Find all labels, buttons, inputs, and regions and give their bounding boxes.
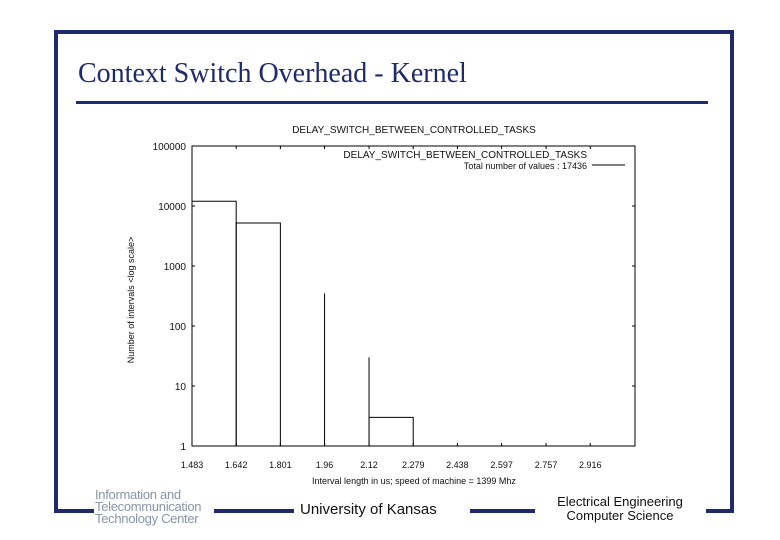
- x-axis: 1.483 1.642 1.801 1.96 2.12 2.279 2.438 2.597 2.…: [181, 146, 602, 470]
- legend-label: DELAY_SWITCH_BETWEEN_CONTROLLED_TASKS: [343, 150, 587, 161]
- frame-top-border: [54, 30, 734, 34]
- bars-group: [191, 200, 414, 446]
- ittc-logo: Information and Telecommunication Techno…: [95, 487, 215, 526]
- y-tick-label: 1: [180, 442, 186, 453]
- x-tick-label: 2.916: [579, 460, 602, 470]
- histogram-bar: [235, 222, 281, 446]
- x-tick-label: 1.96: [316, 460, 334, 470]
- legend-total: Total number of values : 17436: [464, 161, 587, 171]
- logo-line-1: Information and: [95, 487, 181, 502]
- footer-rule-left: [54, 509, 94, 513]
- footer-department: Electrical Engineering Computer Science: [540, 495, 700, 523]
- x-tick-label: 1.801: [269, 460, 292, 470]
- x-tick-label: 2.438: [446, 460, 469, 470]
- footer-department-line-1: Electrical Engineering: [557, 494, 683, 509]
- footer-university: University of Kansas: [300, 501, 437, 518]
- y-tick-label: 1000: [164, 262, 187, 273]
- footer-department-line-2: Computer Science: [566, 508, 674, 523]
- y-axis: 1 10 100 1000 10000 100000: [153, 142, 635, 453]
- histogram-bar: [368, 416, 414, 446]
- chart-title: DELAY_SWITCH_BETWEEN_CONTROLLED_TASKS: [292, 125, 536, 136]
- y-axis-label: Number of intervals <log scale>: [126, 237, 136, 364]
- histogram-bar: [191, 200, 237, 446]
- y-tick-label: 10: [175, 382, 187, 393]
- x-tick-label: 1.483: [181, 460, 204, 470]
- frame-right-border: [730, 30, 734, 510]
- title-rule: [76, 101, 708, 104]
- x-tick-label: 1.642: [225, 460, 248, 470]
- x-tick-label: 2.597: [490, 460, 513, 470]
- x-axis-label: Interval length in us; speed of machine …: [312, 476, 516, 486]
- x-tick-label: 2.279: [402, 460, 425, 470]
- plot-area: [191, 145, 636, 447]
- x-tick-label: 2.757: [535, 460, 558, 470]
- frame-left-border: [54, 30, 58, 510]
- y-tick-label: 100: [169, 322, 186, 333]
- footer-rule-mid-left: [214, 509, 294, 513]
- y-tick-label: 10000: [158, 202, 186, 213]
- slide-title: Context Switch Overhead - Kernel: [78, 58, 467, 89]
- footer-rule-right: [706, 509, 734, 513]
- y-tick-label: 100000: [153, 142, 187, 153]
- logo-line-3: Technology Center: [95, 511, 199, 526]
- footer-rule-mid-right: [470, 509, 535, 513]
- x-tick-label: 2.12: [360, 460, 378, 470]
- logo-line-2: Telecommunication: [95, 499, 202, 514]
